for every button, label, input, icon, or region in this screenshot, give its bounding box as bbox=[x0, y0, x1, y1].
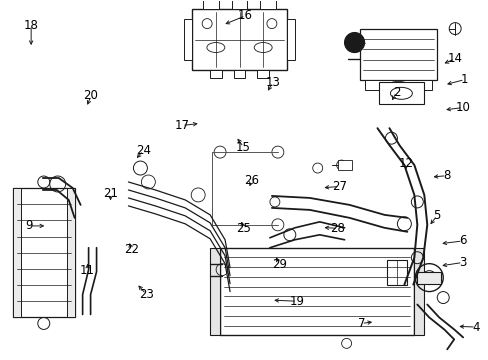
Text: 23: 23 bbox=[139, 288, 153, 301]
Bar bbox=[364, 80, 431, 90]
Text: 6: 6 bbox=[458, 234, 466, 247]
Bar bbox=[220, 248, 413, 336]
Text: 22: 22 bbox=[124, 243, 139, 256]
Bar bbox=[192, 9, 286, 71]
Text: 27: 27 bbox=[331, 180, 346, 193]
Bar bbox=[359, 28, 436, 80]
Text: 14: 14 bbox=[447, 52, 462, 65]
Bar bbox=[337, 160, 351, 170]
Text: 15: 15 bbox=[236, 140, 250, 153]
Text: 21: 21 bbox=[103, 187, 118, 200]
Bar bbox=[260, 0, 275, 9]
Text: 20: 20 bbox=[83, 89, 98, 102]
Bar bbox=[416, 272, 440, 284]
Bar bbox=[257, 71, 268, 78]
Text: 28: 28 bbox=[330, 222, 345, 235]
Ellipse shape bbox=[389, 87, 411, 99]
Text: 24: 24 bbox=[135, 144, 150, 157]
Bar bbox=[13, 188, 21, 318]
Text: 3: 3 bbox=[458, 256, 466, 269]
Bar bbox=[386, 260, 407, 285]
Text: 5: 5 bbox=[432, 210, 440, 222]
Bar bbox=[209, 71, 222, 78]
Bar bbox=[13, 188, 75, 318]
Text: 13: 13 bbox=[265, 76, 280, 89]
Text: 4: 4 bbox=[471, 320, 479, 333]
Text: 25: 25 bbox=[236, 222, 250, 235]
Text: 2: 2 bbox=[392, 86, 399, 99]
Text: 9: 9 bbox=[25, 219, 33, 233]
Bar bbox=[203, 0, 219, 9]
Text: 12: 12 bbox=[398, 157, 413, 170]
Bar bbox=[231, 0, 247, 9]
Bar bbox=[379, 82, 424, 104]
Text: 26: 26 bbox=[244, 174, 259, 187]
Ellipse shape bbox=[387, 81, 407, 89]
Bar bbox=[233, 71, 245, 78]
Text: 18: 18 bbox=[23, 19, 39, 32]
Bar bbox=[413, 248, 424, 336]
Text: 29: 29 bbox=[271, 258, 286, 271]
Text: 10: 10 bbox=[454, 101, 469, 114]
Text: 17: 17 bbox=[174, 119, 189, 132]
Bar bbox=[66, 188, 75, 318]
Bar bbox=[286, 19, 294, 60]
Text: 1: 1 bbox=[460, 73, 468, 86]
Bar bbox=[184, 19, 192, 60]
Text: 16: 16 bbox=[238, 9, 252, 22]
Text: 8: 8 bbox=[442, 169, 449, 182]
Ellipse shape bbox=[254, 42, 272, 53]
Text: 19: 19 bbox=[289, 295, 304, 308]
Ellipse shape bbox=[206, 42, 224, 53]
Bar bbox=[210, 248, 220, 336]
Circle shape bbox=[344, 32, 364, 53]
Text: 11: 11 bbox=[80, 264, 95, 277]
Text: 7: 7 bbox=[357, 317, 365, 330]
